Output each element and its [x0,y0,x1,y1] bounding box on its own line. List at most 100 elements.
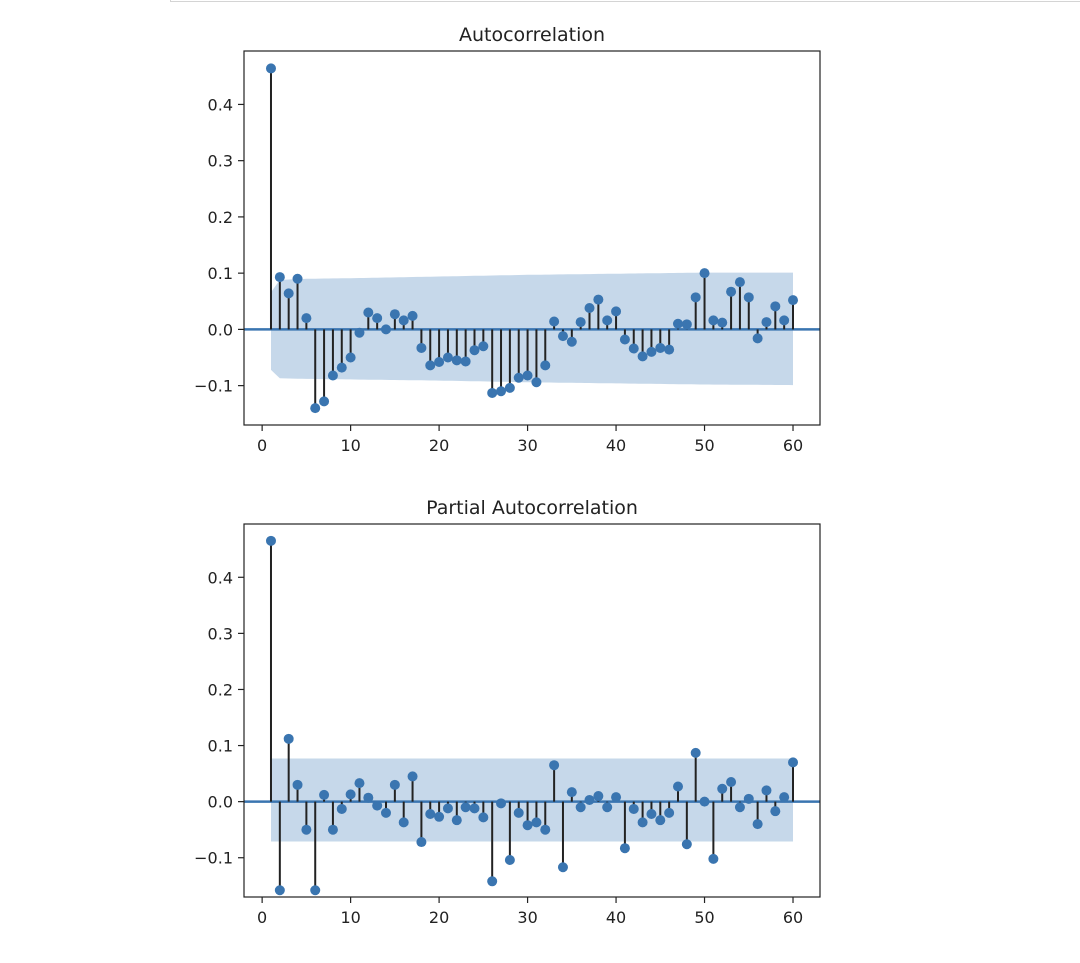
stem-marker [717,783,728,794]
stem-marker [487,876,498,887]
stem-marker [540,360,551,371]
stem-marker [708,853,719,864]
stem-marker [575,317,586,328]
stem-marker [292,273,303,284]
x-tick-label: 40 [606,436,626,455]
stem-marker [469,345,480,356]
x-tick-label: 0 [257,908,267,927]
x-tick-label: 60 [783,908,803,927]
stem-marker [628,343,639,354]
stem-marker [487,387,498,398]
x-tick-label: 20 [429,908,449,927]
stem-marker [681,319,692,330]
stem-marker [752,819,763,830]
stem-marker [363,792,374,803]
stem-marker [265,535,276,546]
stem-marker [389,309,400,320]
stem-marker [743,292,754,303]
stem-marker [398,315,409,326]
stem-marker [734,277,745,288]
stem-marker [557,331,568,342]
stem-marker [549,316,560,327]
x-tick-label: 10 [340,436,360,455]
stem-marker [557,862,568,873]
x-tick-label: 50 [694,436,714,455]
stem-marker [292,779,303,790]
stem-marker [699,268,710,279]
stem-marker [504,854,515,865]
stem-marker [611,306,622,317]
stem-marker [540,824,551,835]
stem-marker [442,803,453,814]
x-tick-label: 60 [783,436,803,455]
x-tick-label: 30 [517,908,537,927]
stem-marker [770,301,781,312]
stem-marker [531,817,542,828]
y-tick-label: −0.1 [194,849,233,868]
stem-marker [310,885,321,896]
y-tick-label: 0.2 [208,680,233,699]
stem-marker [779,315,790,326]
stem-marker [637,817,648,828]
stem-marker [788,757,799,768]
stem-marker [274,272,285,283]
axes-frame [243,50,821,426]
stem-marker [345,789,356,800]
stem-marker [779,792,790,803]
stem-marker [602,802,613,813]
stem-marker [425,360,436,371]
stem-marker [770,806,781,817]
stem-marker [726,777,737,788]
stem-marker [434,811,445,822]
stem-marker [655,342,666,353]
stem-marker [478,812,489,823]
stem-marker [425,808,436,819]
stem-marker [381,324,392,335]
stem-marker [451,815,462,826]
stem-marker [619,334,630,345]
x-tick-label: 30 [517,436,537,455]
stem-marker [522,370,533,381]
notebook-cell-border [170,0,1080,2]
partial-autocorrelation-panel: Partial Autocorrelation 0 10 20 30 40 50 60 −0.1… [194,497,821,927]
stem-marker [593,294,604,305]
stem-marker [761,785,772,796]
y-tick-label: 0.0 [208,320,233,339]
y-tick-label: 0.1 [208,264,233,283]
stem-marker [646,346,657,357]
stem-marker [726,286,737,297]
stem-marker [274,885,285,896]
y-tick-label: 0.1 [208,737,233,756]
stem-marker [310,403,321,414]
stem-marker [496,798,507,809]
y-tick-label: 0.3 [208,152,233,171]
stem-marker [416,342,427,353]
stem-marker [407,771,418,782]
stem-marker [301,313,312,324]
y-tick-label: 0.3 [208,624,233,643]
stem-marker [531,377,542,388]
stem-marker [372,800,383,811]
stem-marker [478,341,489,352]
stem-marker [398,817,409,828]
stem-marker [708,315,719,326]
stem-marker [319,789,330,800]
chart-title: Autocorrelation [459,24,605,46]
stem-marker [460,802,471,813]
stem-marker [416,837,427,848]
y-tick-label: 0.4 [208,568,233,587]
stem-marker [681,839,692,850]
stem-marker [442,352,453,363]
x-tick-label: 10 [340,908,360,927]
stem-marker [593,791,604,802]
stem-marker [584,303,595,314]
stem-marker [672,318,683,329]
y-tick-label: 0.2 [208,208,233,227]
stem-marker [504,382,515,393]
x-tick-label: 50 [694,908,714,927]
stem-marker [611,792,622,803]
y-tick-label: 0.4 [208,95,233,114]
stem-marker [389,779,400,790]
stem-marker [690,747,701,758]
